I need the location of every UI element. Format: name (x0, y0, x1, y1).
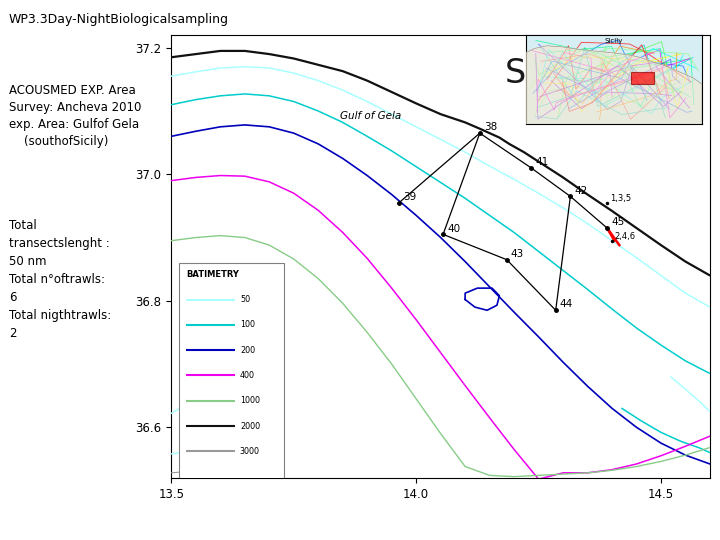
Text: 41: 41 (536, 157, 549, 167)
Text: 200: 200 (240, 346, 255, 355)
Text: BATIMETRY: BATIMETRY (186, 271, 239, 279)
Text: 43: 43 (511, 249, 524, 259)
Text: 45: 45 (611, 217, 624, 227)
Text: 40: 40 (447, 224, 460, 234)
Text: 3000: 3000 (240, 447, 260, 456)
Text: 42: 42 (575, 186, 588, 195)
Polygon shape (526, 46, 702, 124)
Bar (179, 263, 284, 488)
Text: 38: 38 (484, 123, 498, 132)
Bar (631, 72, 654, 84)
Text: 2,4,6: 2,4,6 (615, 232, 636, 241)
Text: Sicily: Sicily (504, 57, 591, 90)
Text: 400: 400 (240, 371, 255, 380)
Text: Sicily: Sicily (605, 38, 623, 44)
Text: 50: 50 (240, 295, 250, 304)
Text: WP3.3Day-NightBiologicalsampling: WP3.3Day-NightBiologicalsampling (9, 14, 229, 26)
Text: 44: 44 (560, 300, 573, 309)
Text: 100: 100 (240, 320, 255, 329)
Text: 2000: 2000 (240, 422, 260, 430)
Text: 39: 39 (403, 192, 416, 202)
Text: ACOUSMED EXP. Area
Survey: Ancheva 2010
exp. Area: Gulfof Gela
    (southofSicil: ACOUSMED EXP. Area Survey: Ancheva 2010 … (9, 84, 141, 148)
Text: 1000: 1000 (240, 396, 260, 405)
Text: Gulf of Gela: Gulf of Gela (341, 111, 402, 120)
Text: 1,3,5: 1,3,5 (610, 194, 631, 204)
Text: Total
transectslenght :
50 nm
Total n°oftrawls:
6
Total nigthtrawls:
2: Total transectslenght : 50 nm Total n°of… (9, 219, 111, 340)
